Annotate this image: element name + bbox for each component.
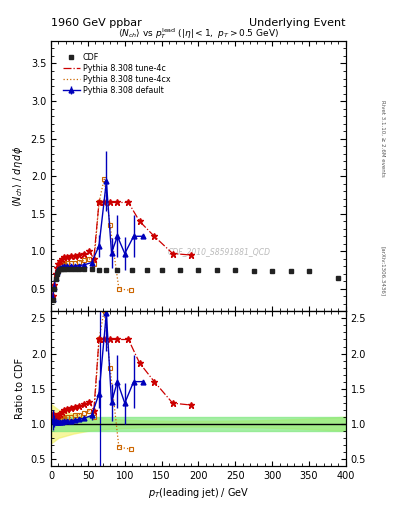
Text: Underlying Event: Underlying Event [249, 18, 346, 28]
Pythia 8.308 tune-4cx [72, 260, 77, 266]
CDF [252, 268, 256, 274]
Pythia 8.308 tune-4cx [58, 263, 62, 269]
CDF [270, 268, 275, 274]
Pythia 8.308 tune-4cx [50, 295, 55, 301]
CDF [65, 266, 70, 272]
CDF [215, 267, 219, 273]
Pythia 8.308 tune-4c [50, 293, 55, 300]
Pythia 8.308 tune-4c [126, 199, 131, 205]
Pythia 8.308 tune-4cx [108, 222, 112, 228]
Pythia 8.308 tune-4c [52, 282, 57, 288]
CDF [104, 267, 109, 273]
Pythia 8.308 tune-4c [189, 252, 193, 258]
CDF [196, 267, 201, 273]
Pythia 8.308 tune-4c [137, 218, 142, 224]
Pythia 8.308 tune-4cx [65, 260, 70, 266]
Pythia 8.308 tune-4cx [102, 176, 107, 182]
Pythia 8.308 tune-4c [58, 258, 62, 264]
CDF [89, 266, 94, 272]
Y-axis label: Ratio to CDF: Ratio to CDF [15, 358, 25, 419]
Pythia 8.308 tune-4cx [62, 261, 67, 267]
Pythia 8.308 tune-4c [69, 253, 73, 259]
CDF [336, 275, 341, 282]
Pythia 8.308 tune-4c [56, 261, 61, 267]
Pythia 8.308 tune-4c [92, 255, 96, 262]
Line: Pythia 8.308 tune-4c: Pythia 8.308 tune-4c [53, 202, 191, 296]
Pythia 8.308 tune-4c [170, 250, 175, 257]
CDF [145, 267, 149, 273]
CDF [53, 276, 58, 282]
Pythia 8.308 tune-4c [77, 252, 81, 258]
CDF [77, 266, 81, 272]
Pythia 8.308 tune-4cx [60, 262, 64, 268]
CDF [97, 267, 101, 273]
CDF [159, 267, 164, 273]
X-axis label: $p_T$(leading jet) / GeV: $p_T$(leading jet) / GeV [148, 486, 249, 500]
Line: CDF: CDF [50, 266, 341, 303]
Text: Rivet 3.1.10, ≥ 2.6M events: Rivet 3.1.10, ≥ 2.6M events [381, 100, 386, 177]
CDF [82, 266, 86, 272]
Pythia 8.308 tune-4c [87, 248, 92, 254]
Pythia 8.308 tune-4c [115, 199, 120, 205]
Pythia 8.308 tune-4cx [87, 255, 92, 262]
CDF [115, 267, 120, 273]
Pythia 8.308 tune-4c [102, 199, 107, 205]
CDF [56, 268, 61, 274]
Text: [arXiv:1306.3436]: [arXiv:1306.3436] [381, 246, 386, 296]
CDF [55, 271, 59, 277]
Pythia 8.308 tune-4cx [56, 266, 61, 272]
Legend: CDF, Pythia 8.308 tune-4c, Pythia 8.308 tune-4cx, Pythia 8.308 default: CDF, Pythia 8.308 tune-4c, Pythia 8.308 … [61, 50, 173, 97]
CDF [69, 266, 73, 272]
Pythia 8.308 tune-4cx [55, 268, 59, 274]
Pythia 8.308 tune-4c [82, 250, 86, 257]
CDF [72, 266, 77, 272]
Pythia 8.308 tune-4cx [53, 274, 58, 280]
Pythia 8.308 tune-4cx [69, 260, 73, 266]
Pythia 8.308 tune-4c [72, 253, 77, 259]
Pythia 8.308 tune-4c [60, 255, 64, 262]
CDF [60, 266, 64, 272]
Pythia 8.308 tune-4c [53, 271, 58, 277]
Pythia 8.308 tune-4c [108, 199, 112, 205]
Pythia 8.308 tune-4cx [129, 287, 133, 293]
Pythia 8.308 tune-4cx [97, 199, 101, 205]
Pythia 8.308 tune-4cx [82, 257, 86, 263]
Pythia 8.308 tune-4cx [77, 259, 81, 265]
Line: Pythia 8.308 tune-4cx: Pythia 8.308 tune-4cx [53, 179, 131, 298]
CDF [58, 266, 62, 272]
Pythia 8.308 tune-4c [65, 253, 70, 260]
Pythia 8.308 tune-4c [62, 254, 67, 261]
Pythia 8.308 tune-4c [55, 265, 59, 271]
Text: CDF_2010_S8591881_QCD: CDF_2010_S8591881_QCD [167, 247, 271, 257]
Text: 1960 GeV ppbar: 1960 GeV ppbar [51, 18, 142, 28]
CDF [62, 266, 67, 272]
CDF [178, 267, 182, 273]
CDF [288, 268, 293, 274]
Pythia 8.308 tune-4cx [117, 286, 121, 292]
Pythia 8.308 tune-4c [152, 233, 156, 239]
CDF [307, 268, 311, 274]
Y-axis label: $\langle N_{ch}\rangle\ /\ d\eta\,d\phi$: $\langle N_{ch}\rangle\ /\ d\eta\,d\phi$ [11, 145, 25, 207]
Pythia 8.308 tune-4c [97, 199, 101, 205]
CDF [50, 297, 55, 303]
Pythia 8.308 tune-4cx [52, 284, 57, 290]
Title: $\langle N_{ch}\rangle$ vs $p_T^{\rm lead}$ ($|\eta|<1,\ p_T>0.5$ GeV): $\langle N_{ch}\rangle$ vs $p_T^{\rm lea… [118, 26, 279, 41]
CDF [233, 267, 238, 273]
Pythia 8.308 tune-4cx [92, 261, 96, 267]
CDF [130, 267, 134, 273]
CDF [52, 286, 57, 292]
